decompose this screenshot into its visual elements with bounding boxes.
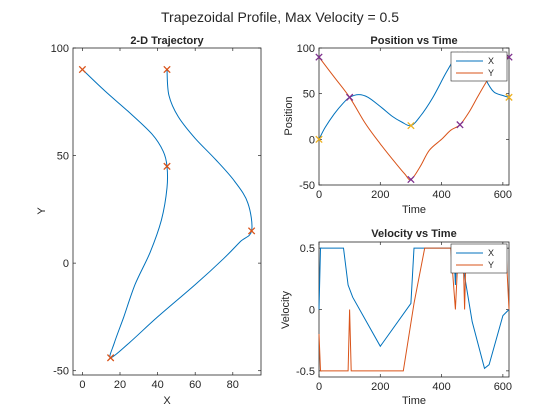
velocity-series-y-line (318, 247, 510, 372)
position-waypoint-marker (315, 135, 323, 143)
velocity-ticks: 0 200 400 600-0.500.5 (296, 242, 512, 393)
position-ytick-label: 100 (297, 43, 315, 55)
position-xlabel: Time (402, 204, 426, 216)
velocity-chart: Velocity vs Time Time Velocity 0 200 400 60… (280, 228, 512, 407)
velocity-xtick-label: 0 (316, 381, 322, 393)
velocity-legend-box (450, 243, 508, 274)
position-legend: X Y (450, 51, 508, 82)
position-legend-x-label: X (488, 56, 494, 66)
position-xtick-label: 400 (432, 189, 450, 201)
position-waypoint-marker-stroke-b (407, 121, 415, 130)
position-ytick-label: -50 (299, 180, 315, 192)
position-waypoint-marker (345, 93, 354, 101)
trajectory-xtick-label: 80 (227, 379, 239, 391)
trajectory-plot-area (78, 65, 256, 362)
trajectory-axes-box (72, 47, 262, 376)
velocity-xlabel: Time (402, 395, 426, 407)
trajectory-xtick-label: 40 (151, 379, 163, 391)
velocity-xtick-label: 400 (432, 381, 450, 393)
trajectory-waypoint-marker (247, 227, 256, 235)
trajectory-ytick-label: 0 (63, 258, 69, 270)
position-legend-box (450, 51, 508, 82)
position-waypoint-marker (505, 93, 513, 101)
position-waypoint-marker-stroke-b (505, 93, 513, 101)
trajectory-title: 2-D Trajectory (130, 35, 204, 47)
velocity-ytick-label: 0.5 (300, 243, 315, 255)
position-xtick-label: 200 (371, 189, 389, 201)
trajectory-ytick-label: 100 (51, 43, 69, 55)
trajectory-xtick-label: 60 (189, 379, 201, 391)
trajectory-ytick-label: -50 (53, 366, 69, 378)
velocity-xtick-label: 200 (371, 381, 389, 393)
trajectory-waypoint-marker-stroke-b (163, 65, 171, 74)
velocity-legend: X Y (450, 243, 508, 274)
trajectory-ticks: 0 20 40 60 80 -50 0 50 100 (51, 43, 261, 391)
position-waypoint-marker (456, 121, 464, 129)
trajectory-xtick-label: 0 (79, 379, 85, 391)
position-xtick-label: 600 (494, 189, 512, 201)
trajectory-xtick-label: 20 (114, 379, 126, 391)
trajectory-chart: 2-D Trajectory X Y 0 20 40 60 80 -50 0 50 100 (36, 35, 262, 407)
position-waypoint-marker-stroke-b (315, 135, 323, 143)
trajectory-waypoint-marker (163, 162, 171, 170)
position-waypoint-marker-stroke-b (456, 121, 464, 129)
trajectory-waypoint-marker (78, 65, 87, 74)
figure-suptitle: Trapezoidal Profile, Max Velocity = 0.5 (161, 9, 399, 25)
velocity-ylabel: Velocity (280, 291, 292, 329)
trajectory-ytick-label: 50 (57, 151, 69, 163)
trajectory-waypoint-marker (163, 65, 171, 74)
position-xtick-label: 0 (316, 189, 322, 201)
position-waypoint-marker-stroke-b (315, 53, 323, 61)
position-chart: Position vs Time Time Position 0 200 400 60… (283, 35, 513, 216)
trajectory-waypoint-marker-stroke-b (106, 354, 115, 362)
position-axes-box (318, 47, 510, 186)
velocity-title: Velocity vs Time (371, 228, 456, 240)
position-waypoint-marker-stroke-b (345, 93, 354, 101)
position-legend-y-label: Y (488, 68, 494, 78)
velocity-xtick-label: 600 (494, 381, 512, 393)
trajectory-waypoint-marker (106, 354, 115, 362)
velocity-ytick-label: 0 (309, 305, 315, 317)
position-waypoint-marker (407, 175, 415, 184)
trajectory-path (82, 69, 253, 359)
trajectory-waypoint-marker-stroke-b (78, 65, 87, 74)
velocity-legend-x-label: X (488, 248, 494, 258)
velocity-legend-y-label: Y (488, 260, 494, 270)
position-waypoint-marker (407, 121, 415, 130)
trajectory-xlabel: X (163, 395, 171, 407)
position-ytick-label: 50 (303, 89, 315, 101)
position-ylabel: Position (283, 96, 295, 135)
position-waypoint-marker (315, 53, 323, 61)
trajectory-waypoint-marker-stroke-b (247, 227, 256, 235)
position-waypoint-marker-stroke-b (407, 175, 415, 184)
trajectory-ylabel: Y (36, 207, 48, 215)
trajectory-waypoint-marker-stroke-b (163, 162, 171, 170)
position-ytick-label: 0 (309, 134, 315, 146)
position-title: Position vs Time (370, 35, 457, 47)
velocity-ytick-label: -0.5 (296, 366, 315, 378)
